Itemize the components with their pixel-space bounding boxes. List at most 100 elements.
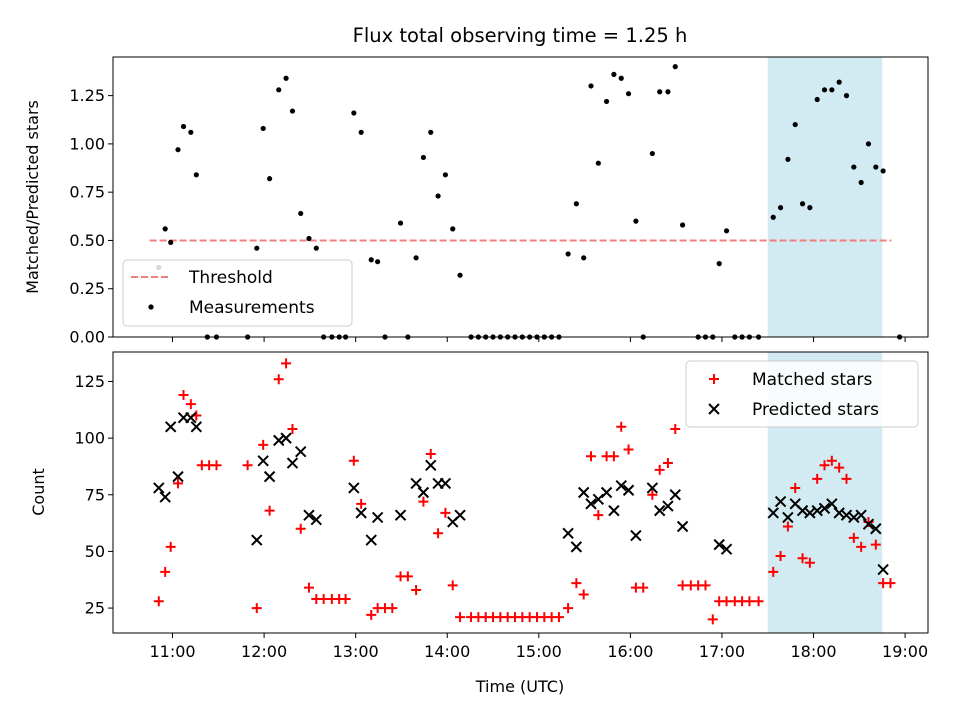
bottom-y-tick-label: 25: [85, 599, 105, 618]
matched-point: [623, 444, 634, 455]
top-axes-frame: [112, 56, 929, 338]
bottom-y-tick-label: 75: [85, 485, 105, 504]
matched-point: [841, 473, 852, 484]
x-tick-label: 13:00: [333, 642, 379, 661]
bottom-y-axis-title: Count: [29, 468, 48, 516]
matched-point: [251, 603, 262, 614]
measurement-point: [306, 235, 312, 242]
predicted-point: [662, 500, 674, 512]
matched-point: [586, 451, 597, 462]
top-y-tick-label: 1.25: [69, 86, 105, 105]
measurement-point: [672, 64, 678, 70]
measurement-point: [785, 156, 791, 162]
matched-point: [608, 451, 619, 462]
measurement-point: [168, 239, 174, 245]
measurement-point: [611, 71, 617, 77]
measurement-point: [777, 205, 784, 211]
measurement-point: [420, 154, 427, 161]
measurement-point: [193, 172, 199, 178]
matched-point: [593, 510, 604, 521]
measurement-point: [180, 123, 187, 130]
predicted-point: [592, 493, 605, 506]
predicted-point: [767, 507, 779, 519]
legend-threshold-label: Threshold: [188, 268, 273, 288]
measurement-point: [665, 89, 671, 95]
x-tick-label: 15:00: [516, 642, 562, 661]
measurement-point: [603, 98, 610, 105]
measurement-point: [588, 83, 594, 89]
measurement-point: [428, 129, 434, 135]
legend-matched-swatch: [709, 374, 719, 384]
measurement-point: [851, 164, 857, 170]
predicted-point: [355, 507, 367, 519]
predicted-point: [348, 482, 360, 494]
legend-predicted-swatch: [708, 403, 720, 415]
predicted-point: [570, 541, 583, 553]
measurement-point: [276, 87, 282, 93]
predicted-point: [251, 534, 263, 546]
legend-matched-label: Matched stars: [752, 370, 872, 390]
x-tick-label: 19:00: [882, 642, 928, 661]
predicted-point: [782, 511, 794, 524]
predicted-point: [153, 482, 165, 494]
measurement-point: [175, 147, 181, 153]
matched-point: [287, 424, 298, 435]
predicted-point: [310, 513, 322, 526]
measurement-point: [435, 193, 441, 199]
measurement-point: [351, 110, 357, 116]
predicted-point: [669, 489, 681, 501]
measurement-point: [313, 245, 319, 251]
predicted-point: [417, 486, 430, 499]
matched-point: [782, 521, 793, 532]
measurement-point: [716, 261, 722, 267]
matched-point: [804, 557, 815, 568]
measurement-point: [657, 89, 663, 95]
matched-point: [812, 473, 823, 484]
predicted-point: [818, 502, 831, 515]
measurement-point: [595, 160, 601, 166]
matched-point: [173, 478, 184, 489]
top-panel-ratio: 0.00 0.25 0.50 0.75 1.00 1.25 Threshold Measure…: [69, 56, 929, 347]
x-tick-label: 18:00: [790, 642, 836, 661]
predicted-point: [804, 507, 816, 519]
matched-point: [775, 550, 786, 561]
matched-point: [242, 460, 253, 471]
matched-point: [273, 374, 284, 385]
matched-point: [425, 448, 436, 459]
matched-point: [366, 609, 377, 620]
measurement-point: [807, 205, 813, 211]
predicted-point: [615, 479, 627, 492]
measurement-point: [792, 121, 798, 128]
top-observing-span: [767, 57, 883, 337]
matched-point: [768, 566, 779, 577]
matched-point: [870, 539, 881, 550]
predicted-point: [653, 504, 666, 517]
measurement-point: [723, 228, 730, 234]
predicted-point: [585, 498, 597, 510]
predicted-point: [622, 484, 635, 496]
matched-point: [647, 489, 658, 500]
measurement-point: [581, 255, 587, 261]
matched-point: [553, 612, 564, 623]
matched-point: [402, 571, 413, 582]
matched-point: [753, 596, 764, 607]
predicted-point: [562, 527, 574, 539]
legend-measurements-swatch: [148, 304, 154, 310]
matched-point: [303, 582, 314, 593]
predicted-point: [840, 509, 853, 521]
predicted-point: [676, 520, 689, 533]
measurement-point: [880, 168, 886, 174]
matched-point: [654, 464, 665, 475]
matched-point: [455, 612, 466, 623]
bottom-legend: [685, 360, 919, 428]
measurement-point: [649, 150, 655, 157]
measurement-point: [829, 87, 835, 93]
measurement-point: [457, 272, 463, 278]
predicted-point: [286, 457, 299, 469]
matched-point: [638, 582, 649, 593]
predicted-point: [877, 563, 889, 576]
measurement-point: [836, 79, 842, 85]
predicted-point: [796, 504, 809, 517]
predicted-point: [870, 523, 882, 535]
predicted-point: [273, 434, 285, 447]
